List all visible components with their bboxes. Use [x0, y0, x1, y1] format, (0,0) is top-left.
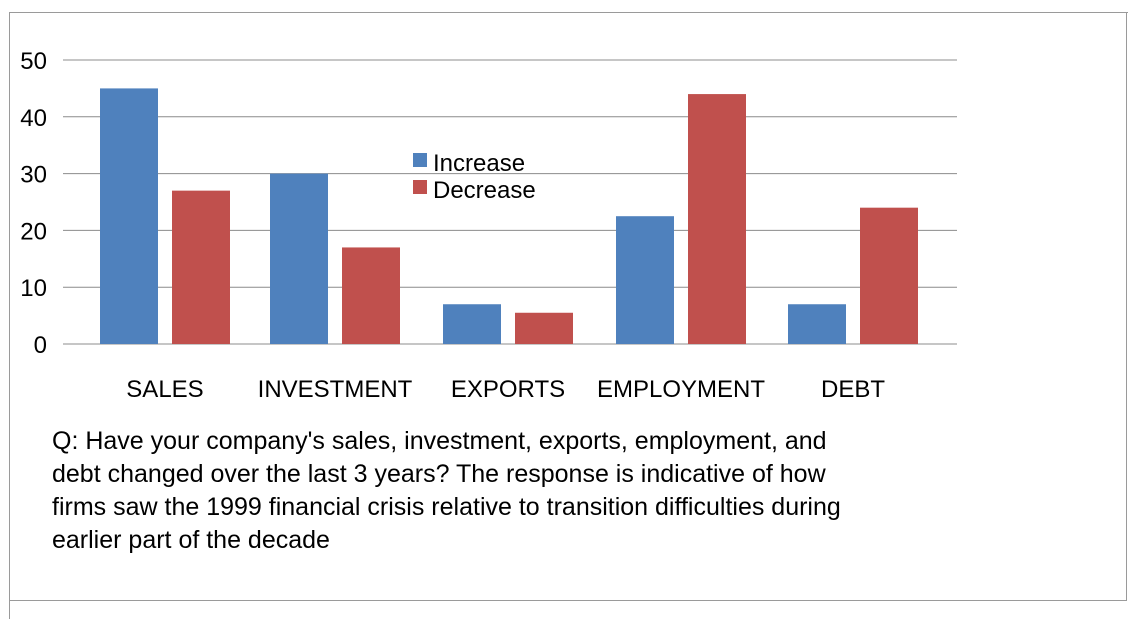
x-tick-label: SALES: [126, 376, 203, 403]
frame-right-border: [1126, 12, 1127, 600]
legend-label-decrease: Decrease: [433, 177, 536, 204]
x-tick-label: EXPORTS: [451, 376, 565, 403]
bar-decrease-sales: [172, 190, 230, 344]
x-tick-label: DEBT: [821, 376, 885, 403]
question-caption: Q: Have your company's sales, investment…: [52, 425, 1052, 557]
legend-swatch-decrease: [413, 180, 427, 194]
y-tick-label: 20: [20, 218, 47, 245]
y-tick-label: 10: [20, 275, 47, 302]
bar-chart: 0 10 20 30 40 50 SALES INVESTMENT EXPORTS EMPLOYM…: [20, 48, 957, 403]
bar-increase-exports: [443, 304, 501, 344]
x-tick-label: EMPLOYMENT: [597, 376, 765, 403]
frame-left-border: [9, 12, 10, 619]
x-tick-label: INVESTMENT: [258, 376, 413, 403]
bar-increase-employment: [616, 216, 674, 344]
caption-line: debt changed over the last 3 years? The …: [52, 460, 826, 488]
bar-decrease-investment: [342, 247, 400, 344]
bar-increase-debt: [788, 304, 846, 344]
frame-bottom-border: [9, 600, 1127, 601]
caption-line: Q: Have your company's sales, investment…: [52, 427, 827, 455]
bar-decrease-exports: [515, 312, 573, 344]
bar-increase-sales: [100, 88, 158, 345]
bar-decrease-debt: [860, 207, 918, 344]
bar-decrease-employment: [688, 94, 746, 344]
caption-line: earlier part of the decade: [52, 526, 330, 554]
frame-top-border: [9, 12, 1128, 13]
y-tick-label: 40: [20, 105, 47, 132]
caption-line: firms saw the 1999 financial crisis rela…: [52, 493, 841, 521]
y-tick-label: 0: [34, 332, 47, 359]
y-tick-label: 30: [20, 162, 47, 189]
bar-increase-investment: [270, 173, 328, 344]
legend-label-increase: Increase: [433, 150, 525, 177]
y-tick-label: 50: [20, 48, 47, 75]
legend-swatch-increase: [413, 153, 427, 167]
